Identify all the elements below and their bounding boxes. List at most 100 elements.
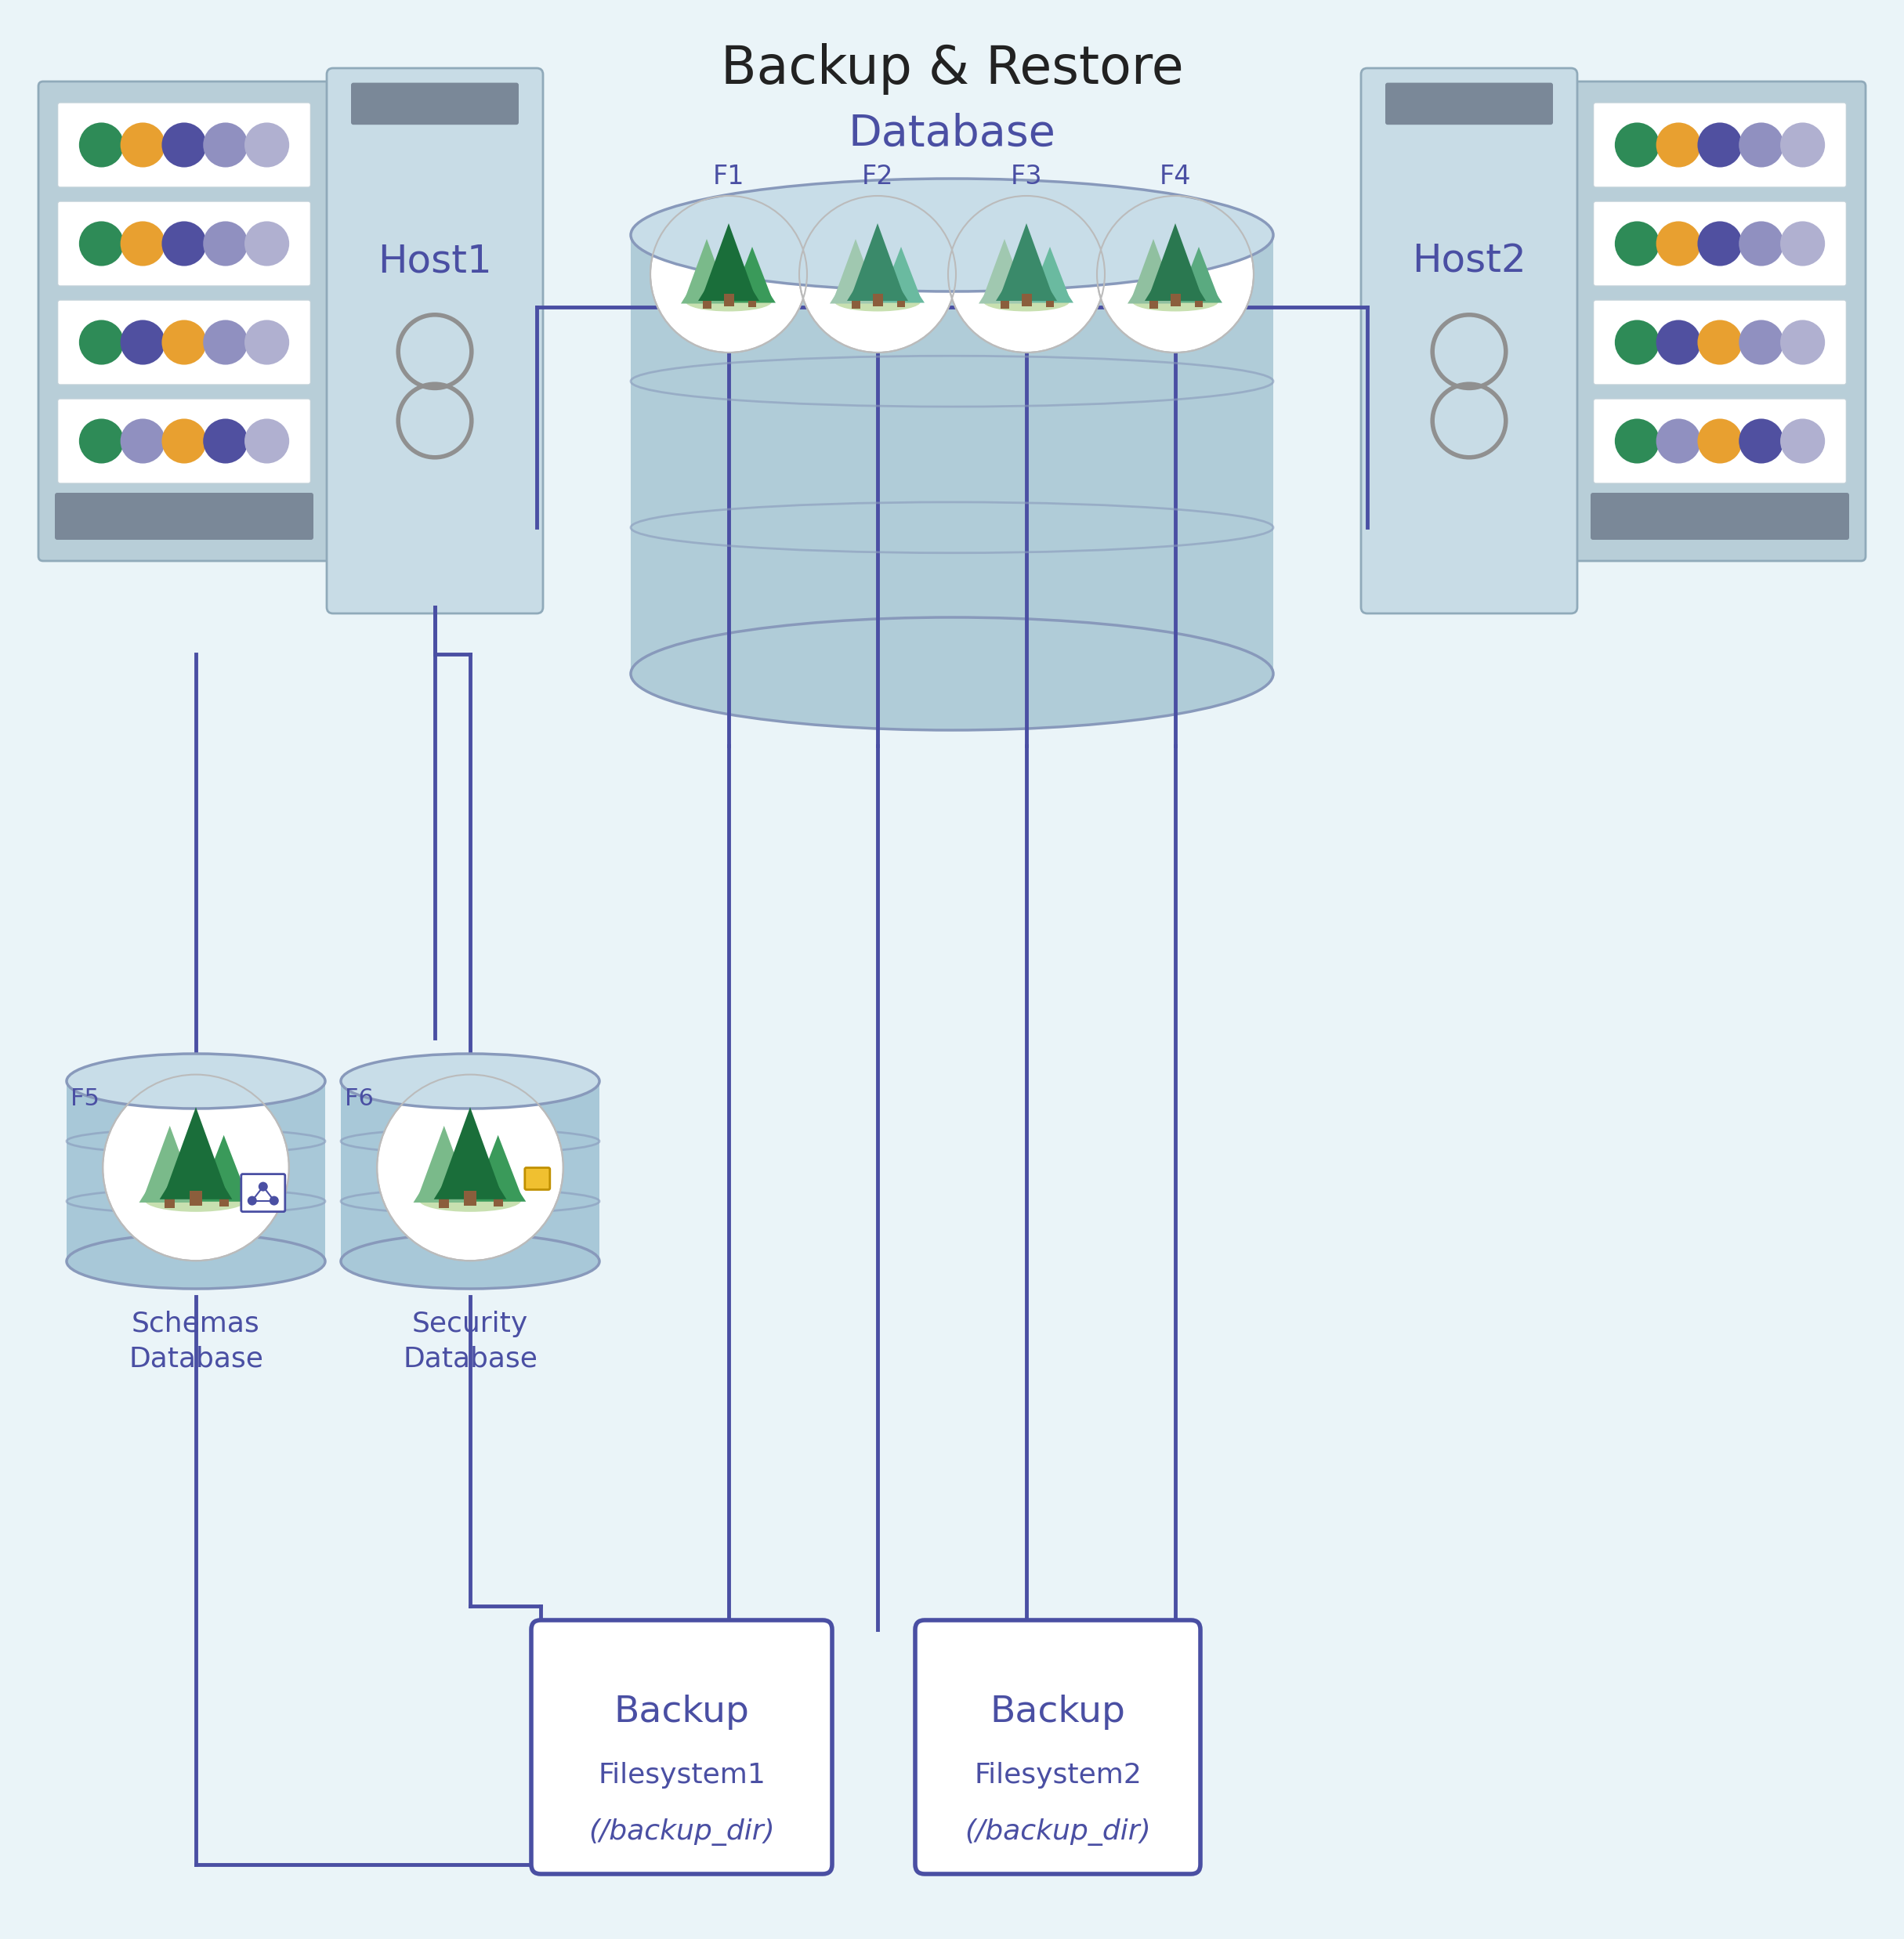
Polygon shape: [470, 1160, 526, 1202]
Polygon shape: [878, 268, 925, 302]
Circle shape: [244, 122, 289, 167]
Circle shape: [800, 196, 956, 353]
Polygon shape: [724, 295, 733, 306]
Ellipse shape: [630, 617, 1274, 731]
Polygon shape: [1144, 252, 1205, 301]
Polygon shape: [853, 223, 902, 295]
Circle shape: [1615, 419, 1660, 463]
Polygon shape: [419, 1127, 470, 1196]
FancyBboxPatch shape: [38, 81, 329, 560]
Ellipse shape: [67, 1233, 326, 1289]
Polygon shape: [1171, 295, 1180, 306]
Circle shape: [651, 196, 807, 353]
Ellipse shape: [685, 293, 771, 312]
Polygon shape: [465, 1191, 476, 1206]
Polygon shape: [1148, 299, 1158, 308]
Polygon shape: [1127, 262, 1179, 304]
Ellipse shape: [1133, 293, 1219, 312]
Polygon shape: [190, 1191, 202, 1206]
Polygon shape: [703, 223, 754, 295]
Polygon shape: [897, 299, 904, 306]
FancyBboxPatch shape: [57, 301, 310, 384]
Polygon shape: [200, 1134, 248, 1196]
Polygon shape: [434, 1140, 506, 1200]
Circle shape: [120, 419, 166, 463]
FancyBboxPatch shape: [1594, 301, 1847, 384]
Ellipse shape: [982, 293, 1070, 312]
Polygon shape: [440, 1196, 449, 1208]
Circle shape: [244, 419, 289, 463]
Text: (/backup_dir): (/backup_dir): [965, 1819, 1150, 1846]
Ellipse shape: [341, 1233, 600, 1289]
Circle shape: [120, 221, 166, 266]
FancyBboxPatch shape: [1594, 202, 1847, 285]
Circle shape: [1780, 419, 1826, 463]
Circle shape: [78, 320, 124, 365]
Circle shape: [1738, 320, 1784, 365]
Polygon shape: [67, 1082, 326, 1262]
FancyBboxPatch shape: [57, 103, 310, 188]
FancyBboxPatch shape: [1575, 81, 1866, 560]
Circle shape: [78, 122, 124, 167]
Ellipse shape: [834, 293, 922, 312]
Polygon shape: [160, 1140, 232, 1200]
Circle shape: [162, 320, 206, 365]
Polygon shape: [145, 1127, 196, 1196]
Text: F4: F4: [1160, 163, 1192, 190]
FancyBboxPatch shape: [1594, 399, 1847, 483]
Polygon shape: [440, 1107, 501, 1191]
Polygon shape: [851, 299, 861, 308]
Ellipse shape: [67, 1053, 326, 1109]
Text: F1: F1: [712, 163, 744, 190]
Polygon shape: [1196, 299, 1203, 306]
Circle shape: [1698, 122, 1742, 167]
Ellipse shape: [419, 1189, 522, 1212]
Polygon shape: [1030, 246, 1070, 299]
Text: F5: F5: [70, 1088, 99, 1111]
Circle shape: [377, 1074, 564, 1260]
Polygon shape: [219, 1196, 228, 1206]
Circle shape: [78, 221, 124, 266]
FancyBboxPatch shape: [327, 68, 543, 613]
Polygon shape: [733, 246, 771, 299]
FancyBboxPatch shape: [916, 1621, 1200, 1873]
Circle shape: [1656, 419, 1700, 463]
Circle shape: [1615, 221, 1660, 266]
FancyBboxPatch shape: [242, 1173, 286, 1212]
Circle shape: [244, 221, 289, 266]
Polygon shape: [196, 1160, 251, 1202]
Circle shape: [1698, 419, 1742, 463]
Circle shape: [162, 221, 206, 266]
FancyBboxPatch shape: [1361, 68, 1577, 613]
Text: Host1: Host1: [377, 242, 491, 279]
Circle shape: [1780, 122, 1826, 167]
Circle shape: [268, 1196, 278, 1206]
Circle shape: [1780, 221, 1826, 266]
Text: Schemas
Database: Schemas Database: [129, 1311, 263, 1373]
Circle shape: [204, 221, 248, 266]
Polygon shape: [982, 238, 1026, 299]
FancyBboxPatch shape: [57, 399, 310, 483]
Circle shape: [248, 1196, 257, 1206]
Polygon shape: [166, 1107, 227, 1191]
Polygon shape: [1002, 223, 1051, 295]
Polygon shape: [166, 1196, 175, 1208]
Circle shape: [1615, 122, 1660, 167]
Circle shape: [1738, 221, 1784, 266]
Polygon shape: [630, 235, 1274, 673]
Text: F2: F2: [863, 163, 893, 190]
Circle shape: [1738, 419, 1784, 463]
Polygon shape: [872, 295, 883, 306]
FancyBboxPatch shape: [526, 1167, 550, 1191]
Polygon shape: [474, 1134, 522, 1196]
Circle shape: [1738, 122, 1784, 167]
Ellipse shape: [145, 1189, 248, 1212]
Polygon shape: [979, 262, 1030, 304]
Circle shape: [204, 419, 248, 463]
Text: F3: F3: [1011, 163, 1041, 190]
Text: Filesystem1: Filesystem1: [598, 1763, 765, 1788]
Polygon shape: [1000, 299, 1009, 308]
Polygon shape: [729, 268, 775, 302]
Polygon shape: [882, 246, 922, 299]
Text: F6: F6: [345, 1088, 373, 1111]
